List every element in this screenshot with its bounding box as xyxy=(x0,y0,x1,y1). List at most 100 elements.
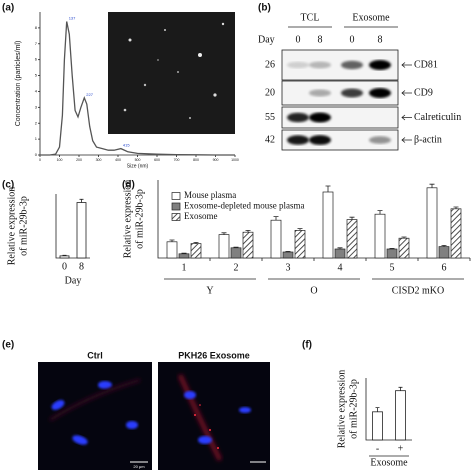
legend-swatch xyxy=(171,192,181,200)
y-tick-label: 6 xyxy=(35,57,38,62)
blot-arrow xyxy=(401,62,412,68)
x-tick-label: + xyxy=(398,443,404,454)
y-tick-label: 4 xyxy=(35,89,38,94)
error-bar xyxy=(429,183,435,188)
bar xyxy=(76,202,87,259)
y-axis-label: of miR-29b-3p xyxy=(18,196,29,256)
y-axis-label: of miR-29b-3p xyxy=(134,189,145,249)
blot-band xyxy=(309,112,331,123)
error-bar xyxy=(297,228,303,231)
blot-arrow xyxy=(401,90,412,96)
y-axis-label: Relative expression xyxy=(336,370,347,449)
y-axis-label: Relative expression xyxy=(122,180,133,259)
error-bar xyxy=(273,216,279,221)
x-tick-label: 300 xyxy=(96,158,102,162)
blot-mw: 20 xyxy=(265,87,275,98)
bar xyxy=(426,187,438,259)
panel-label: (f) xyxy=(302,340,312,351)
blot-band xyxy=(369,88,391,98)
blot-box xyxy=(281,129,399,151)
panel-label: (c) xyxy=(2,180,14,191)
blot-band xyxy=(341,88,363,98)
y-tick-label: 5 xyxy=(35,73,38,78)
blot-label: β-actin xyxy=(414,134,442,145)
x-tick-label: 3 xyxy=(286,262,291,273)
x-tick-label: 800 xyxy=(193,158,199,162)
error-bar xyxy=(285,251,291,252)
x-axis-label: Exosome xyxy=(370,457,408,468)
blot-day: 8 xyxy=(318,34,323,45)
blot-arrow xyxy=(401,114,412,121)
error-bar xyxy=(245,230,251,233)
legend-label: Exosome xyxy=(184,211,218,221)
bar xyxy=(190,243,202,259)
blot-label: CD9 xyxy=(414,87,433,98)
bar xyxy=(59,255,70,259)
error-bar xyxy=(337,247,343,249)
bar xyxy=(294,230,306,259)
error-bar xyxy=(375,407,380,412)
x-axis-label: Size (nm) xyxy=(127,163,149,169)
peak-label: 227 xyxy=(86,92,93,97)
bar xyxy=(322,191,334,259)
y-axis-label: Relative expression xyxy=(6,187,17,266)
x-axis-label: Day xyxy=(65,275,82,286)
panel-label: (e) xyxy=(2,340,14,351)
y-tick-label: 2 xyxy=(35,120,38,125)
x-tick-label: 200 xyxy=(76,158,82,162)
error-bar xyxy=(401,236,407,239)
bar xyxy=(438,246,450,259)
x-tick-label: 6 xyxy=(442,262,447,273)
error-bar xyxy=(349,216,355,220)
x-tick-label: 700 xyxy=(174,158,180,162)
peak-label: 415 xyxy=(123,143,130,148)
blot-band xyxy=(369,60,391,70)
blot-group-label: Exosome xyxy=(352,12,390,23)
x-tick-label: 8 xyxy=(79,261,84,272)
blot-mw: 42 xyxy=(265,134,275,145)
blot-label: CD81 xyxy=(414,59,438,70)
microscopy-exosome xyxy=(158,362,270,470)
x-tick-label: 400 xyxy=(115,158,121,162)
image-title: Ctrl xyxy=(87,350,103,360)
y-tick-label: 3 xyxy=(35,104,38,109)
bar xyxy=(450,208,462,259)
bar xyxy=(346,219,358,259)
bar xyxy=(386,248,398,259)
y-tick-label: 8 xyxy=(35,25,38,30)
blot-group-label: TCL xyxy=(301,12,320,23)
y-axis-label: Concentration (particles/ml) xyxy=(15,41,22,127)
group-label: O xyxy=(310,285,317,296)
bar xyxy=(218,234,230,259)
error-bar xyxy=(181,252,187,254)
panel-label: (a) xyxy=(2,3,14,14)
x-tick-label: - xyxy=(376,443,379,454)
line xyxy=(40,21,235,156)
legend-swatch xyxy=(171,213,181,221)
x-tick-label: 500 xyxy=(135,158,141,162)
error-bar xyxy=(221,232,227,235)
image-title: PKH26 Exosome xyxy=(178,350,250,360)
blot-day: 0 xyxy=(350,34,355,45)
bar xyxy=(230,247,242,259)
blot-box xyxy=(281,106,399,129)
y-tick-label: 7 xyxy=(35,41,38,46)
x-tick-label: 900 xyxy=(213,158,219,162)
bar xyxy=(270,219,282,259)
x-tick-label: 100 xyxy=(57,158,63,162)
group-label: CISD2 mKO xyxy=(392,285,445,296)
y-axis-label: of miR-29b-3p xyxy=(348,379,359,439)
error-bar xyxy=(325,185,331,192)
error-bar xyxy=(398,386,403,391)
error-bar xyxy=(453,206,459,209)
error-bar xyxy=(169,239,175,242)
panel-label: (b) xyxy=(258,3,271,14)
error-bar xyxy=(377,210,383,215)
bar xyxy=(166,241,178,259)
error-bar xyxy=(233,246,239,248)
bar xyxy=(242,231,254,259)
error-bar xyxy=(62,254,67,256)
bar xyxy=(334,248,346,259)
bar xyxy=(282,251,294,259)
